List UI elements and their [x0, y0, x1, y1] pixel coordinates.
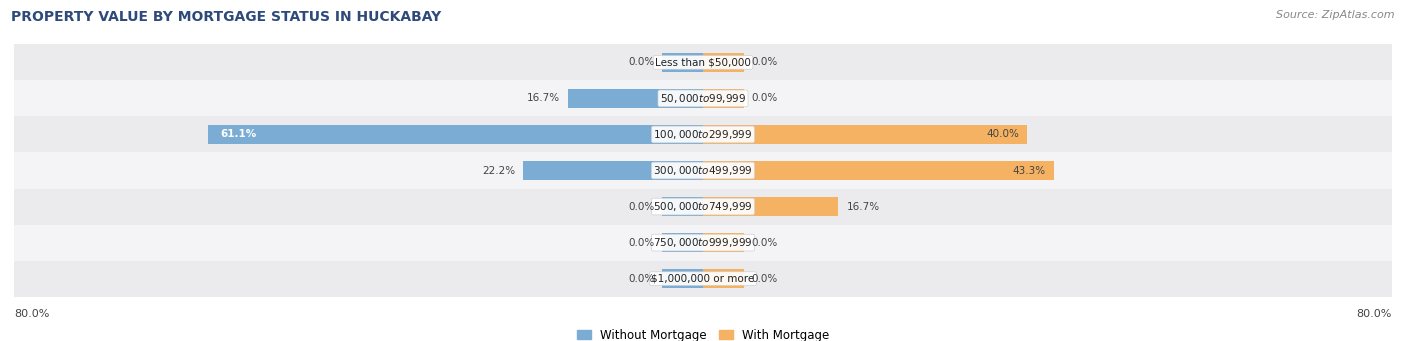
Text: 0.0%: 0.0%	[628, 273, 654, 284]
Text: 22.2%: 22.2%	[482, 165, 515, 176]
Bar	[703, 197, 838, 216]
Text: 0.0%: 0.0%	[752, 273, 778, 284]
Bar	[662, 233, 703, 252]
Text: 0.0%: 0.0%	[752, 238, 778, 248]
Bar	[703, 233, 744, 252]
Text: 80.0%: 80.0%	[14, 309, 49, 319]
Text: 0.0%: 0.0%	[628, 202, 654, 211]
Text: 0.0%: 0.0%	[628, 238, 654, 248]
Text: Less than $50,000: Less than $50,000	[655, 57, 751, 68]
Text: 61.1%: 61.1%	[219, 130, 256, 139]
Bar	[662, 197, 703, 216]
Text: 43.3%: 43.3%	[1012, 165, 1046, 176]
Bar	[0, 261, 1406, 297]
Text: $1,000,000 or more: $1,000,000 or more	[651, 273, 755, 284]
Bar	[0, 189, 1406, 225]
Bar	[0, 44, 1406, 80]
Bar	[208, 125, 703, 144]
Text: 0.0%: 0.0%	[628, 57, 654, 68]
Bar	[703, 269, 744, 288]
Bar	[0, 152, 1406, 189]
Bar	[703, 89, 744, 108]
Text: $500,000 to $749,999: $500,000 to $749,999	[654, 200, 752, 213]
Bar	[523, 161, 703, 180]
Text: 16.7%: 16.7%	[846, 202, 880, 211]
Text: $100,000 to $299,999: $100,000 to $299,999	[654, 128, 752, 141]
Text: 16.7%: 16.7%	[526, 93, 560, 103]
Text: $300,000 to $499,999: $300,000 to $499,999	[654, 164, 752, 177]
Bar	[703, 125, 1028, 144]
Bar	[0, 225, 1406, 261]
Bar	[703, 53, 744, 72]
Text: 0.0%: 0.0%	[752, 93, 778, 103]
Bar	[662, 53, 703, 72]
Text: $750,000 to $999,999: $750,000 to $999,999	[654, 236, 752, 249]
Bar	[662, 269, 703, 288]
Text: PROPERTY VALUE BY MORTGAGE STATUS IN HUCKABAY: PROPERTY VALUE BY MORTGAGE STATUS IN HUC…	[11, 10, 441, 24]
Text: 40.0%: 40.0%	[986, 130, 1019, 139]
Bar	[568, 89, 703, 108]
Bar	[0, 116, 1406, 152]
Text: $50,000 to $99,999: $50,000 to $99,999	[659, 92, 747, 105]
Bar	[703, 161, 1054, 180]
Text: 80.0%: 80.0%	[1357, 309, 1392, 319]
Text: Source: ZipAtlas.com: Source: ZipAtlas.com	[1277, 10, 1395, 20]
Bar	[0, 80, 1406, 116]
Legend: Without Mortgage, With Mortgage: Without Mortgage, With Mortgage	[572, 324, 834, 341]
Text: 0.0%: 0.0%	[752, 57, 778, 68]
